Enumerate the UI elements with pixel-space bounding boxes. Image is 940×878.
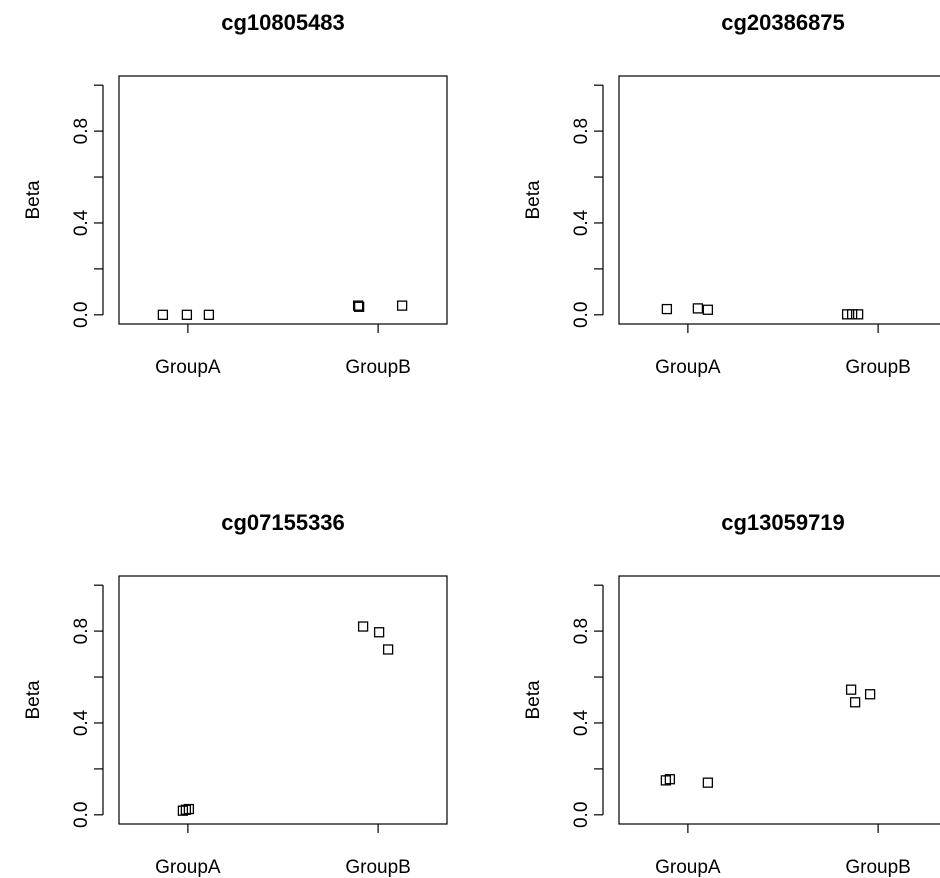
y-tick-label: 0.4	[571, 709, 592, 736]
y-tick-label: 0.8	[71, 618, 92, 644]
data-point	[852, 309, 864, 320]
y-tick-label: 0.0	[71, 302, 92, 328]
y-tick-label: 0.8	[571, 118, 592, 144]
y-tick-label: 0.4	[571, 209, 592, 236]
x-tick-label: GroupB	[345, 357, 410, 378]
data-point	[702, 304, 714, 315]
data-point	[180, 804, 192, 815]
data-point	[357, 621, 369, 632]
data-point	[864, 689, 876, 700]
data-point	[181, 309, 193, 320]
data-point	[373, 627, 385, 638]
data-point	[702, 777, 714, 788]
y-axis-label: Beta	[23, 680, 44, 720]
chart-title: cg10805483	[221, 10, 345, 35]
x-tick-label: GroupB	[845, 857, 910, 878]
plot-frame	[618, 75, 940, 325]
chart-title: cg20386875	[721, 10, 845, 35]
y-tick-label: 0.0	[71, 802, 92, 828]
x-tick-label: GroupA	[155, 357, 221, 378]
chart-title: cg07155336	[221, 510, 345, 535]
y-axis-label: Beta	[523, 680, 544, 720]
y-tick-label: 0.8	[71, 118, 92, 144]
y-tick-label: 0.4	[71, 209, 92, 236]
y-tick-label: 0.8	[571, 618, 592, 644]
data-point	[692, 303, 704, 314]
x-tick-label: GroupA	[155, 857, 221, 878]
data-point	[845, 684, 857, 695]
panel-1: cg10805483 0.0 0.4 0.8 Beta GroupA GroupB	[23, 10, 448, 378]
data-point	[846, 309, 858, 320]
data-point	[352, 300, 364, 311]
data-point	[157, 309, 169, 320]
plot-frame	[118, 575, 448, 825]
data-point	[382, 644, 394, 655]
chart-title: cg13059719	[721, 510, 845, 535]
panel-3: cg07155336 0.0 0.4 0.8 Beta GroupA GroupB	[23, 510, 448, 878]
data-point	[849, 697, 861, 708]
panel-4: cg13059719 0.0 0.4 0.8 Beta GroupA GroupB	[523, 510, 940, 878]
plot-frame	[618, 575, 940, 825]
x-tick-label: GroupA	[655, 357, 721, 378]
y-tick-label: 0.4	[71, 709, 92, 736]
data-point	[177, 805, 189, 816]
panel-2: cg20386875 0.0 0.4 0.8 Beta GroupA GroupB	[523, 10, 940, 378]
y-tick-label: 0.0	[571, 802, 592, 828]
plot-frame	[118, 75, 448, 325]
data-point	[396, 300, 408, 311]
data-point	[661, 303, 673, 315]
data-point	[353, 301, 365, 312]
data-point	[183, 803, 195, 815]
y-axis-label: Beta	[23, 180, 44, 220]
x-tick-label: GroupB	[845, 357, 910, 378]
data-point	[664, 774, 676, 785]
x-tick-label: GroupB	[345, 857, 410, 878]
x-tick-label: GroupA	[655, 857, 721, 878]
data-point	[203, 309, 215, 320]
y-axis-label: Beta	[523, 180, 544, 220]
y-tick-label: 0.0	[571, 302, 592, 328]
